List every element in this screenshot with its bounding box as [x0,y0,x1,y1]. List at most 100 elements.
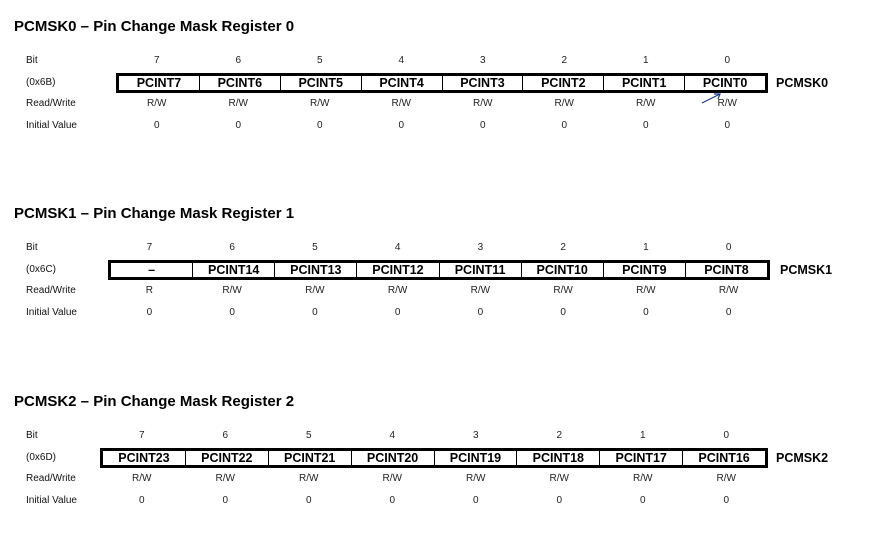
bit-initial-value: 0 [477,307,484,318]
bit-field: PCINT9 [602,263,685,277]
bit-initial-value: 0 [642,120,649,131]
bit-number: 4 [398,55,405,66]
bit-number: 5 [316,55,323,66]
bit-access: R/W [636,98,656,109]
bit-initial-value: 0 [394,307,401,318]
bit-access: R/W [147,98,167,109]
bit-number: 4 [389,430,396,441]
bit-number: 1 [643,242,649,253]
bit-initial-value: 0 [556,495,563,506]
bit-access: R/W [228,98,248,109]
bit-access: R/W [222,285,242,296]
bit-field: PCINT8 [684,263,767,277]
bit-initial-value: 0 [643,307,649,318]
bit-access: R/W [382,473,402,484]
bit-field: PCINT3 [441,76,523,90]
bit-field: PCINT22 [184,451,268,465]
bit-field: PCINT21 [267,451,351,465]
bit-number: 6 [229,242,235,253]
bit-field: PCINT10 [520,263,603,277]
register-title: PCMSK0 – Pin Change Mask Register 0 [14,18,295,35]
bit-initial-value: 0 [472,495,479,506]
bit-number: 1 [639,430,646,441]
bit-field: PCINT16 [682,451,765,465]
bit-number: 3 [477,242,484,253]
register-bit-table: PCINT23 PCINT22 PCINT21 PCINT20 PCINT19 PCINT… [100,448,768,468]
bit-initial-value: 0 [229,307,235,318]
register-section: PCMSK0 – Pin Change Mask Register 0 Bit (0… [0,18,890,168]
bit-initial-value: 0 [723,495,730,506]
bit-field: PCINT1 [603,76,684,90]
bit-initial-value: 0 [389,495,396,506]
register-title: PCMSK2 – Pin Change Mask Register 2 [14,393,295,410]
bit-initial-value: 0 [398,120,405,131]
bit-number: 7 [146,242,153,253]
bit-field: PCINT4 [360,76,442,90]
register-name: PCMSK0 [776,76,829,90]
bit-access: R/W [554,98,574,109]
bit-number: 5 [305,430,312,441]
register-title: PCMSK1 – Pin Change Mask Register 1 [14,205,295,222]
initial-value-row-label: Initial Value [26,120,77,131]
bit-access: R/W [633,473,653,484]
bit-access: R/W [473,98,493,109]
read-write-row-label: Read/Write [26,473,76,484]
bit-initial-value: 0 [724,120,731,131]
bit-field: PCINT14 [192,263,274,277]
bit-initial-value: 0 [560,307,566,318]
bit-field: PCINT5 [279,76,361,90]
bit-access: R [145,285,153,296]
bit-initial-value: 0 [138,495,145,506]
bit-access: R/W [717,98,737,109]
bit-access: R/W [387,285,408,296]
bit-number: 3 [479,55,486,66]
bit-field: PCINT0 [684,76,765,90]
bit-number: 0 [723,430,730,441]
bit-access: R/W [718,285,739,296]
bit-access: R/W [549,473,569,484]
bit-field: PCINT6 [198,76,280,90]
bit-initial-value: 0 [639,495,646,506]
bit-initial-value: 0 [479,120,486,131]
bit-access: R/W [391,98,411,109]
register-bit-table: PCINT7 PCINT6 PCINT5 PCINT4 PCINT3 PCINT2 PCIN… [116,73,768,93]
bit-field: PCINT19 [433,451,517,465]
bit-access: R/W [636,285,656,296]
mouse-cursor-icon [701,93,721,104]
bit-access: R/W [299,473,319,484]
bit-number: 1 [642,55,649,66]
bit-field: – [148,263,156,277]
initial-value-row-label: Initial Value [26,307,77,318]
bit-number: 2 [561,55,568,66]
bit-access: R/W [132,473,152,484]
bit-initial-value: 0 [222,495,229,506]
bit-access: R/W [310,98,330,109]
register-address: (0x6B) [26,77,56,88]
bit-field: PCINT12 [356,263,438,277]
bit-number: 3 [472,430,479,441]
bit-access: R/W [215,473,235,484]
bit-initial-value: 0 [316,120,323,131]
bit-field: PCINT17 [599,451,682,465]
bit-access: R/W [466,473,486,484]
read-write-row-label: Read/Write [26,98,76,109]
register-address: (0x6C) [26,264,57,275]
bit-initial-value: 0 [153,120,160,131]
initial-value-row-label: Initial Value [26,495,77,506]
register-section: PCMSK1 – Pin Change Mask Register 1 Bit (0… [0,205,890,355]
bit-initial-value: 0 [561,120,568,131]
bit-row-label: Bit [26,242,38,253]
bit-field: PCINT2 [522,76,603,90]
bit-initial-value: 0 [305,495,312,506]
bit-access: R/W [470,285,491,296]
register-name: PCMSK2 [776,451,829,465]
bit-initial-value: 0 [146,307,153,318]
bit-access: R/W [553,285,573,296]
bit-number: 4 [394,242,401,253]
bit-number: 7 [138,430,145,441]
register-section: PCMSK2 – Pin Change Mask Register 2 Bit (0… [0,393,890,543]
bit-field: PCINT18 [516,451,599,465]
bit-field: PCINT20 [350,451,434,465]
bit-initial-value: 0 [312,307,318,318]
read-write-row-label: Read/Write [26,285,76,296]
